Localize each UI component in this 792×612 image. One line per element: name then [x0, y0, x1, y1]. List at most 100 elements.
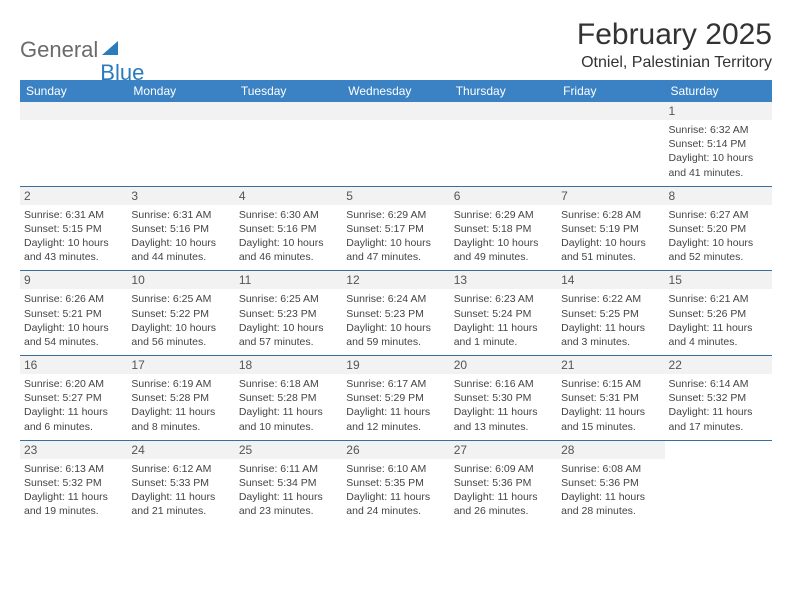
day-number: 13 — [450, 271, 557, 289]
day-number: 4 — [235, 187, 342, 205]
month-title: February 2025 — [577, 18, 772, 52]
day-detail-line: Sunset: 5:24 PM — [454, 307, 553, 321]
day-detail-line: Sunset: 5:17 PM — [346, 222, 445, 236]
logo-sail-icon — [100, 39, 120, 62]
day-number: 20 — [450, 356, 557, 374]
day-detail-line: Daylight: 11 hours — [24, 490, 123, 504]
day-number: 7 — [557, 187, 664, 205]
day-detail-line: and 52 minutes. — [669, 250, 768, 264]
day-detail-line: Daylight: 10 hours — [131, 321, 230, 335]
day-number: 24 — [127, 441, 234, 459]
day-detail-line: Sunset: 5:19 PM — [561, 222, 660, 236]
calendar-day-cell: 12Sunrise: 6:24 AMSunset: 5:23 PMDayligh… — [342, 271, 449, 356]
calendar-day-cell: 18Sunrise: 6:18 AMSunset: 5:28 PMDayligh… — [235, 356, 342, 441]
calendar-day-cell: 10Sunrise: 6:25 AMSunset: 5:22 PMDayligh… — [127, 271, 234, 356]
day-detail-line: Sunset: 5:14 PM — [669, 137, 768, 151]
day-detail-line: Sunset: 5:16 PM — [131, 222, 230, 236]
logo-word2: Blue — [100, 60, 144, 86]
day-detail-line: Sunset: 5:26 PM — [669, 307, 768, 321]
day-detail-line: and 26 minutes. — [454, 504, 553, 518]
calendar-day-cell: 14 Sunrise: 6:22 AMSunset: 5:25 PMDayligh… — [557, 271, 664, 356]
day-number: 26 — [342, 441, 449, 459]
day-detail-line: Sunrise: 6:29 AM — [454, 208, 553, 222]
day-detail-line: Daylight: 10 hours — [24, 236, 123, 250]
day-detail-line: Sunrise: 6:11 AM — [239, 462, 338, 476]
day-detail-line: Sunrise: 6:29 AM — [346, 208, 445, 222]
day-detail-line: and 44 minutes. — [131, 250, 230, 264]
day-detail-line: Sunset: 5:22 PM — [131, 307, 230, 321]
day-detail-line: Daylight: 10 hours — [239, 321, 338, 335]
day-detail-line: Daylight: 10 hours — [239, 236, 338, 250]
day-detail-line: Sunrise: 6:26 AM — [24, 292, 123, 306]
logo-word1: General — [20, 37, 98, 63]
calendar-day-cell: 16Sunrise: 6:20 AMSunset: 5:27 PMDayligh… — [20, 356, 127, 441]
calendar-day-cell: 17Sunrise: 6:19 AMSunset: 5:28 PMDayligh… — [127, 356, 234, 441]
day-detail-line: Sunrise: 6:30 AM — [239, 208, 338, 222]
title-block: February 2025 Otniel, Palestinian Territ… — [577, 18, 772, 72]
calendar-day-cell — [342, 102, 449, 186]
header: General Blue February 2025 Otniel, Pales… — [20, 18, 772, 74]
day-detail-line: Sunset: 5:28 PM — [131, 391, 230, 405]
day-detail-line: Daylight: 11 hours — [561, 490, 660, 504]
calendar-day-cell — [557, 102, 664, 186]
day-detail-line: Sunset: 5:20 PM — [669, 222, 768, 236]
day-detail-line: Daylight: 11 hours — [239, 490, 338, 504]
day-detail-line: Sunrise: 6:18 AM — [239, 377, 338, 391]
day-detail-line: Daylight: 11 hours — [561, 321, 660, 335]
day-detail-line: Sunrise: 6:32 AM — [669, 123, 768, 137]
day-detail-line: Daylight: 11 hours — [669, 321, 768, 335]
day-number: 3 — [127, 187, 234, 205]
day-detail-line: Daylight: 10 hours — [131, 236, 230, 250]
empty-day — [127, 102, 234, 120]
calendar-table: Sunday Monday Tuesday Wednesday Thursday… — [20, 80, 772, 524]
day-detail-line: Sunset: 5:29 PM — [346, 391, 445, 405]
day-detail-line: and 56 minutes. — [131, 335, 230, 349]
day-detail-line: Daylight: 11 hours — [131, 405, 230, 419]
day-number: 14 — [557, 271, 664, 289]
calendar-day-cell: 4 Sunrise: 6:30 AMSunset: 5:16 PMDaylight… — [235, 186, 342, 271]
day-detail-line: Sunrise: 6:31 AM — [24, 208, 123, 222]
day-detail-line: Sunset: 5:28 PM — [239, 391, 338, 405]
day-detail-line: Daylight: 10 hours — [346, 321, 445, 335]
calendar-day-cell: 1Sunrise: 6:32 AMSunset: 5:14 PMDaylight… — [665, 102, 772, 186]
calendar-day-cell: 19Sunrise: 6:17 AMSunset: 5:29 PMDayligh… — [342, 356, 449, 441]
day-detail-line: Sunrise: 6:12 AM — [131, 462, 230, 476]
day-detail-line: Sunrise: 6:13 AM — [24, 462, 123, 476]
calendar-day-cell: 25Sunrise: 6:11 AMSunset: 5:34 PMDayligh… — [235, 440, 342, 524]
day-detail-line: Sunrise: 6:09 AM — [454, 462, 553, 476]
day-detail-line: and 46 minutes. — [239, 250, 338, 264]
day-detail-line: Daylight: 11 hours — [131, 490, 230, 504]
day-detail-line: Sunset: 5:23 PM — [239, 307, 338, 321]
calendar-week-row: 1Sunrise: 6:32 AMSunset: 5:14 PMDaylight… — [20, 102, 772, 186]
day-detail-line: Sunrise: 6:31 AM — [131, 208, 230, 222]
calendar-day-cell: 7Sunrise: 6:28 AMSunset: 5:19 PMDaylight… — [557, 186, 664, 271]
calendar-day-cell — [127, 102, 234, 186]
day-detail-line: Sunrise: 6:23 AM — [454, 292, 553, 306]
day-number: 27 — [450, 441, 557, 459]
day-detail-line: Sunset: 5:16 PM — [239, 222, 338, 236]
dow-wed: Wednesday — [342, 80, 449, 102]
day-detail-line: Sunrise: 6:20 AM — [24, 377, 123, 391]
day-detail-line: Sunset: 5:21 PM — [24, 307, 123, 321]
day-detail-line: and 59 minutes. — [346, 335, 445, 349]
calendar-day-cell — [235, 102, 342, 186]
location: Otniel, Palestinian Territory — [577, 54, 772, 72]
day-detail-line: Daylight: 10 hours — [454, 236, 553, 250]
calendar-week-row: 23Sunrise: 6:13 AMSunset: 5:32 PMDayligh… — [20, 440, 772, 524]
day-number: 22 — [665, 356, 772, 374]
day-detail-line: Daylight: 11 hours — [454, 490, 553, 504]
day-detail-line: Sunset: 5:25 PM — [561, 307, 660, 321]
day-detail-line: Sunrise: 6:25 AM — [131, 292, 230, 306]
day-detail-line: Daylight: 11 hours — [454, 405, 553, 419]
calendar-day-cell: 6Sunrise: 6:29 AMSunset: 5:18 PMDaylight… — [450, 186, 557, 271]
day-detail-line: Daylight: 11 hours — [239, 405, 338, 419]
day-detail-line: and 13 minutes. — [454, 420, 553, 434]
day-detail-line: Sunrise: 6:17 AM — [346, 377, 445, 391]
calendar-day-cell: 21Sunrise: 6:15 AMSunset: 5:31 PMDayligh… — [557, 356, 664, 441]
day-detail-line: Daylight: 11 hours — [454, 321, 553, 335]
day-number: 1 — [665, 102, 772, 120]
day-detail-line: and 3 minutes. — [561, 335, 660, 349]
day-detail-line: Sunrise: 6:22 AM — [561, 292, 660, 306]
day-detail-line: Sunset: 5:18 PM — [454, 222, 553, 236]
day-number: 23 — [20, 441, 127, 459]
